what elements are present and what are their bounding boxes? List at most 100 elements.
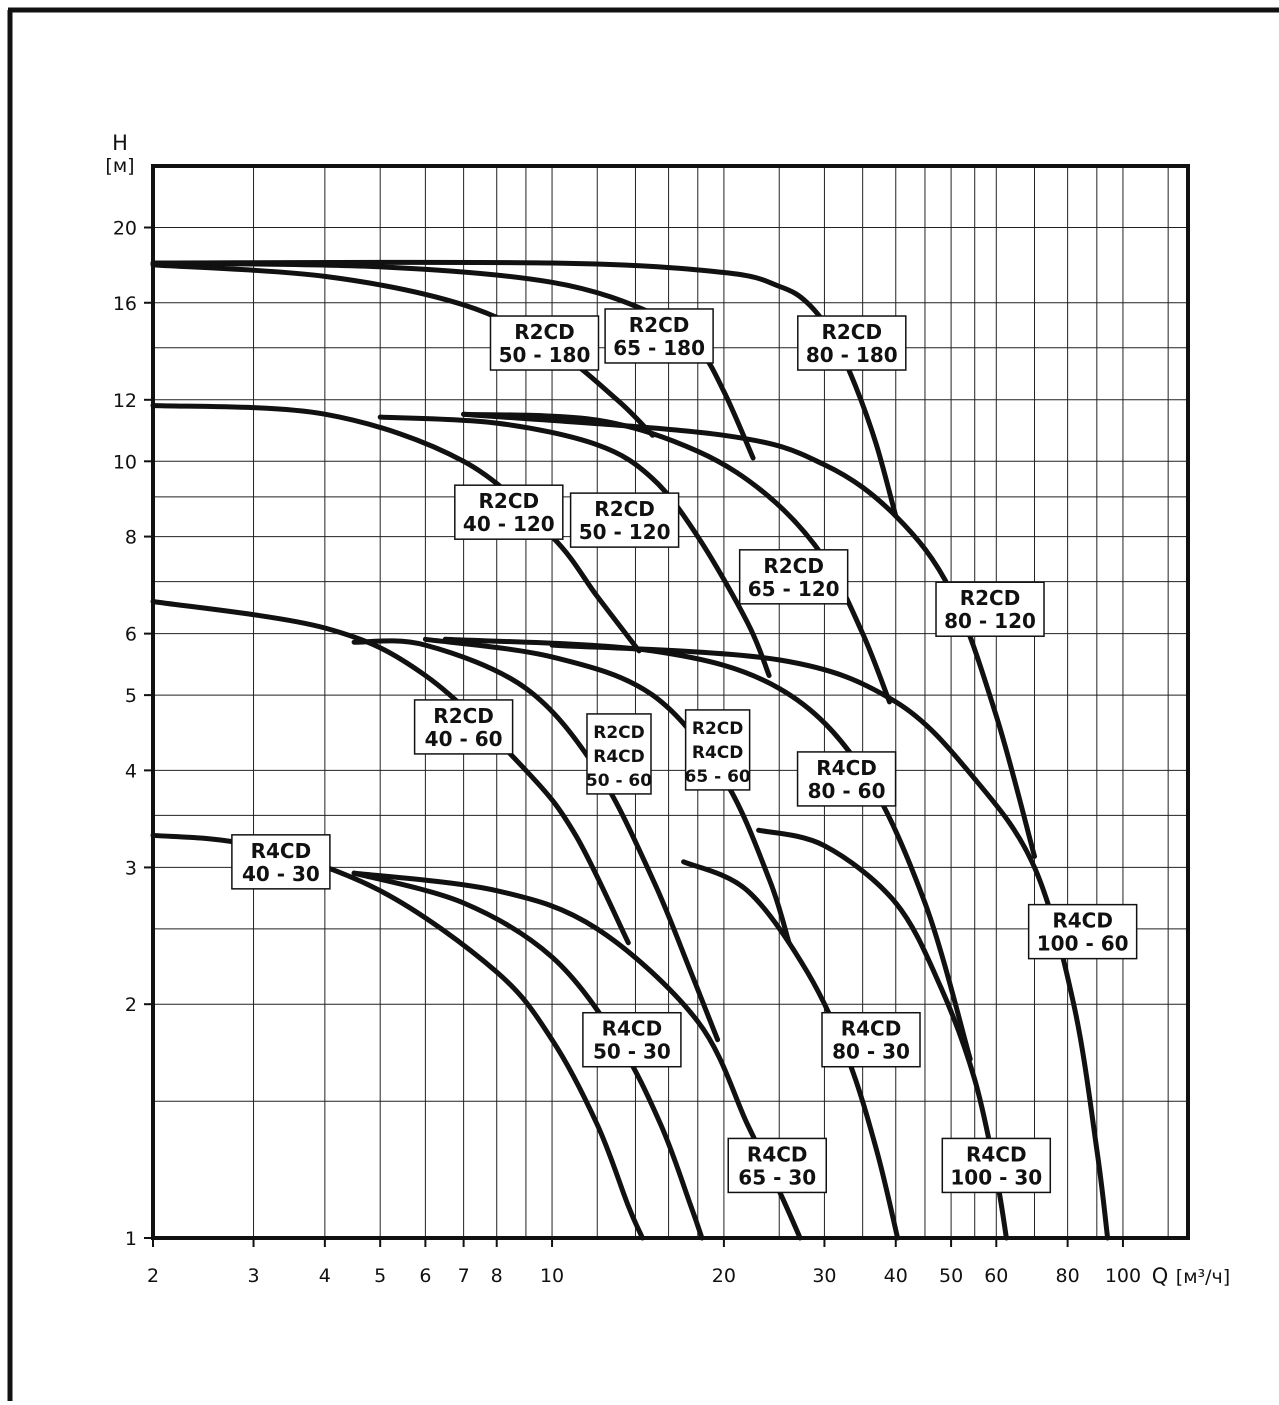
curve-label-box <box>684 709 751 791</box>
curve-label-text: 100 - 60 <box>1037 932 1129 956</box>
x-tick-label: 30 <box>812 1265 836 1287</box>
curve-r2cd-50-180 <box>150 262 656 438</box>
x-tick-label: 60 <box>984 1265 1008 1287</box>
curve-r2cd-r4cd-65-60 <box>422 636 792 946</box>
curve-label-text: 40 - 60 <box>425 727 503 751</box>
curve-label-text: 50 - 180 <box>499 343 591 367</box>
curve-label-text: 40 - 30 <box>242 862 320 886</box>
y-tick-label: 6 <box>125 624 137 646</box>
x-tick-label: 100 <box>1105 1265 1141 1287</box>
curve-label-text: R4CD <box>251 839 312 863</box>
x-tick-label: 3 <box>247 1265 259 1287</box>
curve-label-text: R2CD <box>433 704 494 728</box>
x-tick-label: 80 <box>1056 1265 1080 1287</box>
curve-label-box <box>941 1137 1052 1194</box>
x-tick-label: 40 <box>884 1265 908 1287</box>
x-tick-label: 6 <box>419 1265 431 1287</box>
curve-label-text: 100 - 30 <box>950 1165 1042 1189</box>
curve-label-box <box>454 484 564 540</box>
curve-label-text: R4CD <box>593 747 645 767</box>
y-tick-label: 8 <box>125 527 137 549</box>
x-tick-label: 8 <box>491 1265 503 1287</box>
x-tick-label: 2 <box>147 1265 159 1287</box>
y-tick-label: 4 <box>125 760 137 782</box>
curve-label-box <box>604 308 714 364</box>
curve-label-box <box>738 549 849 605</box>
plot-border <box>151 164 1190 1240</box>
curve-label-box <box>727 1137 827 1194</box>
x-tick-label: 20 <box>712 1265 736 1287</box>
y-tick-label: 3 <box>125 857 137 879</box>
curve-label-text: R4CD <box>692 743 744 763</box>
curve-r2cd-80-120 <box>461 411 1037 859</box>
curve-label-box <box>1027 903 1138 960</box>
curve-r2cd-50-120 <box>377 414 772 678</box>
curve-r4cd-40-30 <box>150 832 645 1241</box>
curve-label-text: 50 - 120 <box>579 520 671 544</box>
curve-label-box <box>797 315 907 371</box>
curve-label-box <box>413 699 514 755</box>
curve-label-box <box>569 492 680 548</box>
y-tick-label: 1 <box>125 1228 137 1250</box>
curve-label: R2CD R4CD 65 - 60 <box>684 709 751 791</box>
curve-r2cd-80-180 <box>150 259 899 519</box>
curve-label-text: R4CD <box>966 1142 1027 1166</box>
curve-label-text: R2CD <box>479 489 540 513</box>
curve-label-box <box>489 315 600 371</box>
curve-label-box <box>582 1011 682 1068</box>
curve-layer <box>150 259 1111 1241</box>
x-tick-label: 5 <box>374 1265 386 1287</box>
curve-label-text: 65 - 30 <box>738 1165 816 1189</box>
curve-label-box <box>231 834 331 890</box>
curve-label-text: R2CD <box>692 719 744 739</box>
curve-label-text: R4CD <box>747 1142 808 1166</box>
curve-label-text: 80 - 120 <box>944 609 1036 633</box>
x-tick-label: 7 <box>458 1265 470 1287</box>
curve-label-text: 80 - 180 <box>806 343 898 367</box>
curve-label-box <box>796 751 897 807</box>
x-axis-unit: [м³/ч] <box>1176 1266 1230 1288</box>
curve-r2cd-40-120 <box>150 403 642 654</box>
curve-label-text: R2CD <box>514 320 575 344</box>
y-axis-label: H <box>112 131 128 155</box>
y-tick-label: 5 <box>125 685 137 707</box>
curve-label-text: R4CD <box>1052 909 1113 933</box>
curve-label-text: 65 - 120 <box>748 577 840 601</box>
y-tick-label: 10 <box>113 451 137 473</box>
curve-label-text: R4CD <box>841 1017 902 1041</box>
curve-label-text: R4CD <box>602 1017 663 1041</box>
curve-label-box <box>821 1011 921 1068</box>
curve-label-text: 65 - 180 <box>613 336 705 360</box>
curve-label-text: R2CD <box>594 497 655 521</box>
y-tick-label: 20 <box>113 217 137 239</box>
curve-label-box <box>935 581 1045 637</box>
curve-label-text: R2CD <box>629 313 690 337</box>
x-tick-label: 10 <box>540 1265 564 1287</box>
curve-label-text: R2CD <box>593 723 645 743</box>
curve-label-text: R2CD <box>763 554 824 578</box>
curve-label-text: R2CD <box>960 586 1021 610</box>
curve-label: R2CD R4CD 50 - 60 <box>586 713 652 795</box>
curve-label-text: 80 - 60 <box>808 779 886 803</box>
y-tick-label: 16 <box>113 293 137 315</box>
curve-r2cd-65-120 <box>461 411 892 705</box>
x-tick-label: 50 <box>939 1265 963 1287</box>
x-tick-label: 4 <box>319 1265 331 1287</box>
